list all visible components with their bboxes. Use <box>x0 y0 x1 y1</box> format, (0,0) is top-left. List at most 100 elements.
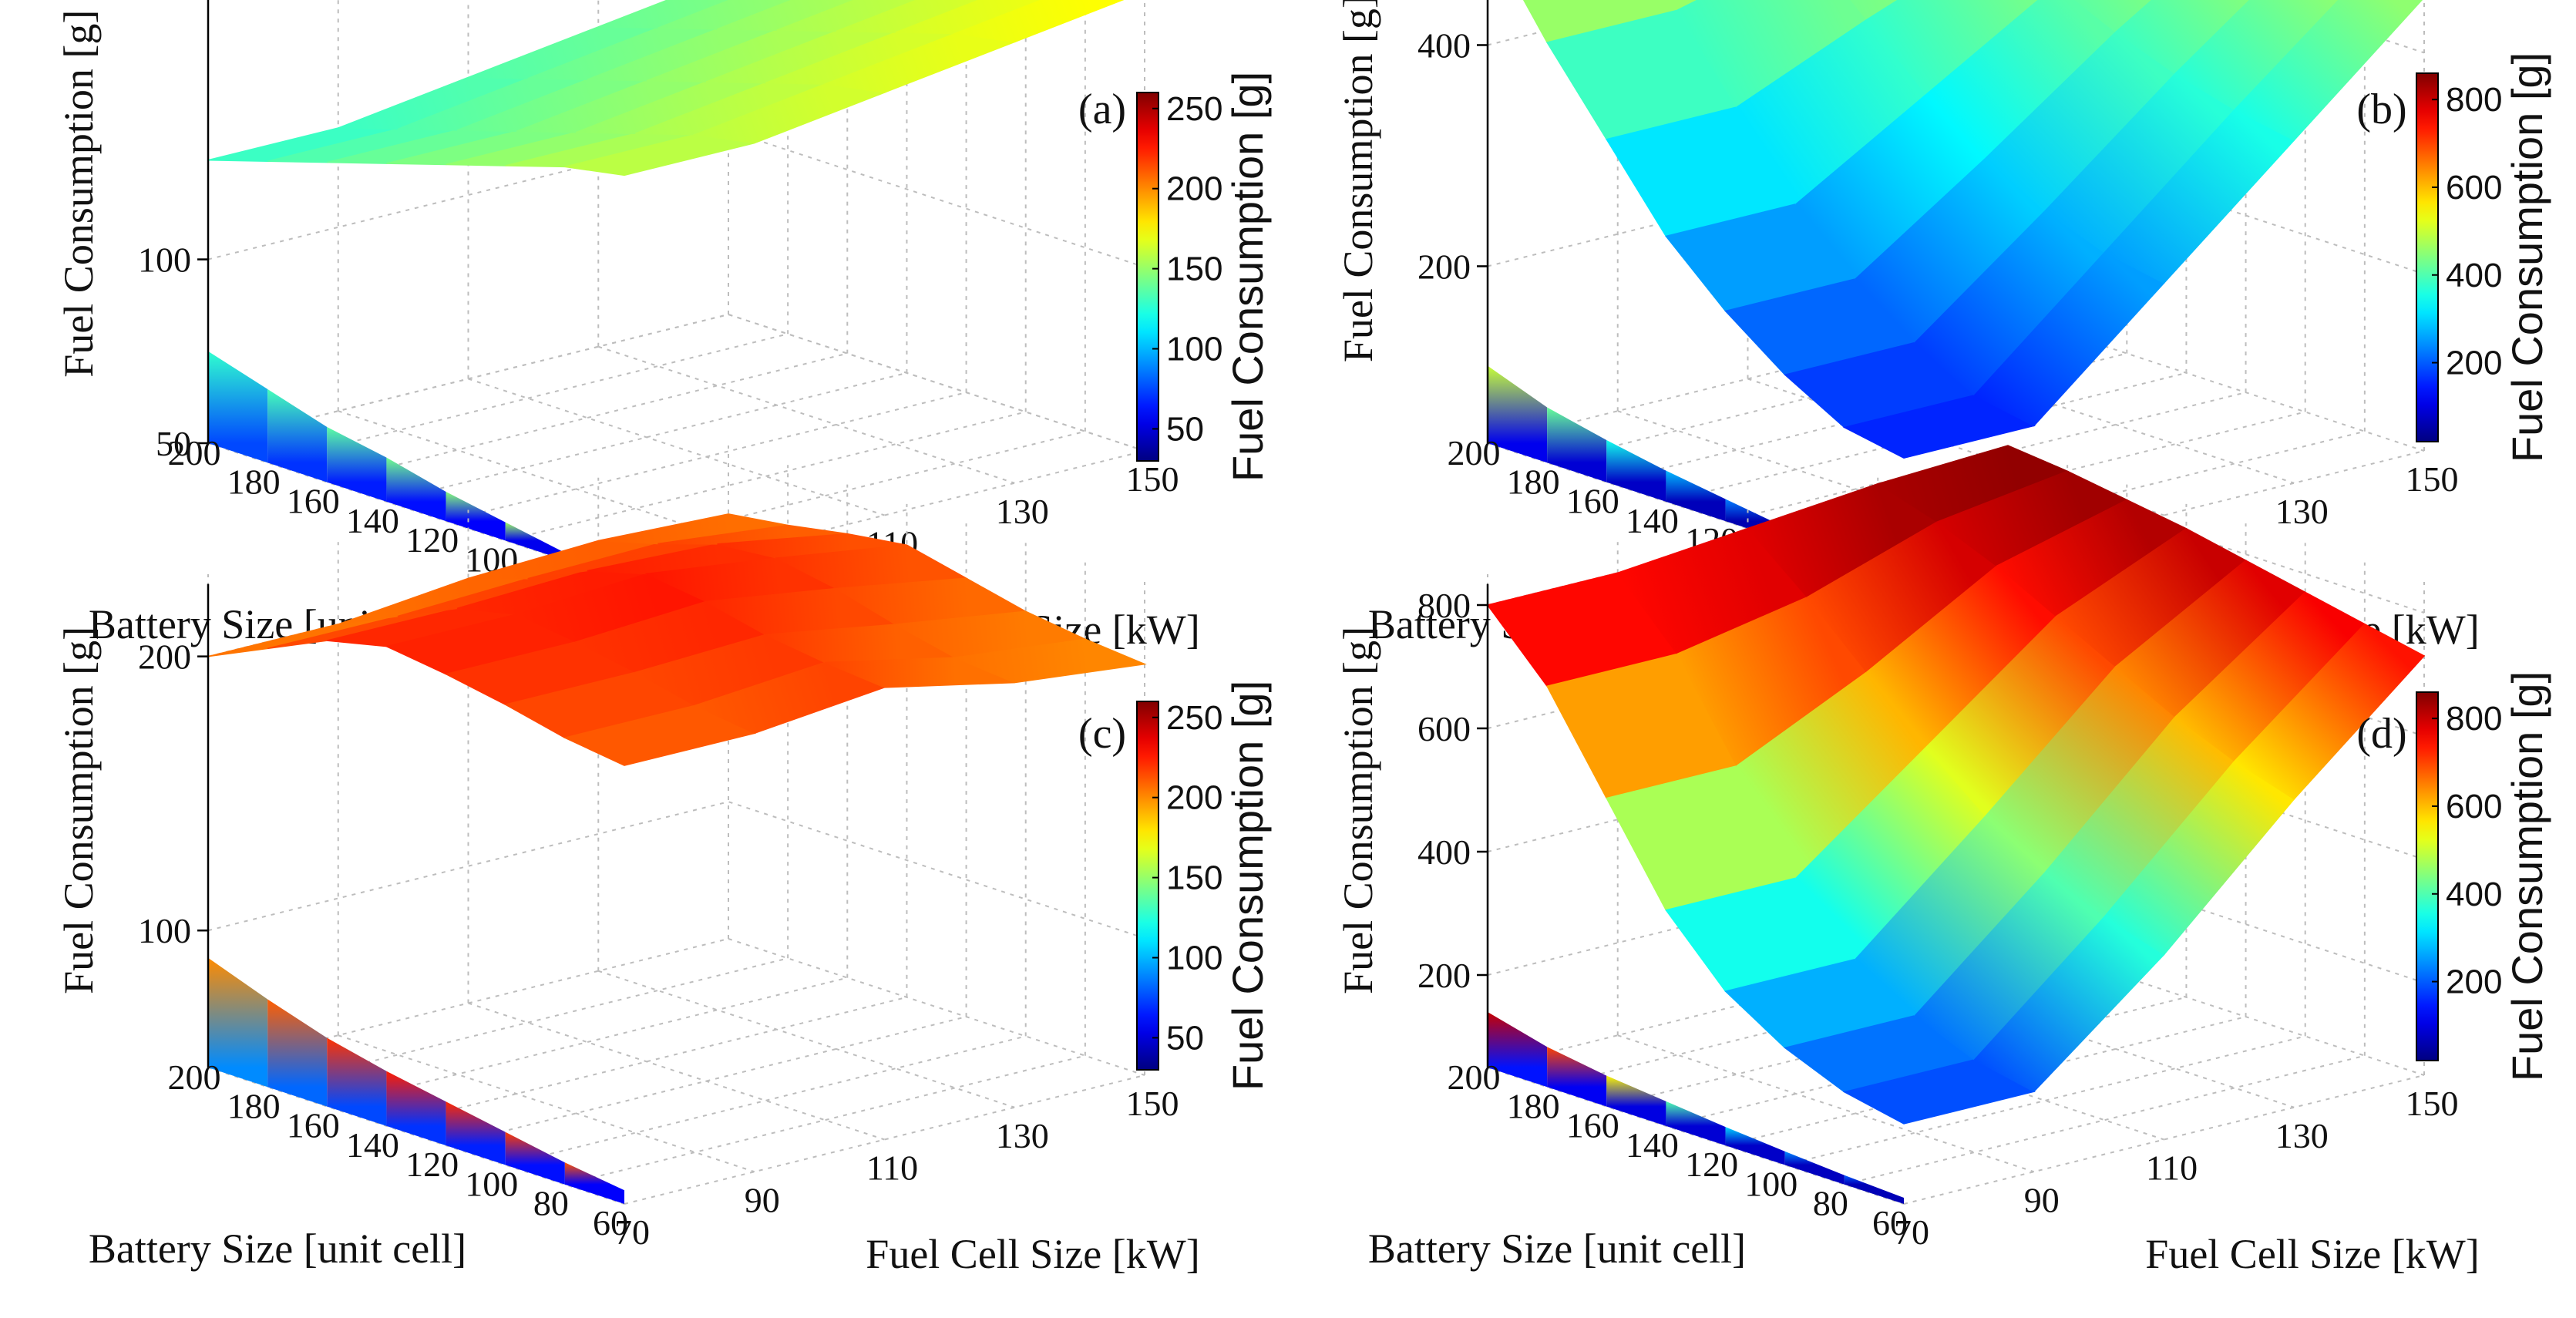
grid-line <box>386 372 907 503</box>
y-tick-label: 90 <box>2024 1180 2060 1219</box>
surface-patch <box>2233 0 2423 141</box>
x-tick-label: 140 <box>1626 1125 1679 1165</box>
colorbar-gradient <box>2416 72 2439 442</box>
y-tick-label: 70 <box>614 1212 650 1252</box>
x-axis-label: Battery Size [unit cell] <box>1368 1226 1746 1272</box>
colorbar-label: Fuel Consumption [g] <box>1223 681 1272 1091</box>
surface-patch <box>1865 0 2040 96</box>
surface <box>1488 0 2423 580</box>
surface-curtain-patch <box>386 1071 446 1146</box>
surface-curtain-patch <box>327 427 387 502</box>
colorbar-tick-label: 200 <box>2446 345 2502 382</box>
grid-line <box>446 1016 967 1147</box>
colorbar-tick-label: 250 <box>1166 699 1222 737</box>
grid-line <box>597 345 1015 484</box>
surface-patch <box>1670 0 1700 12</box>
y-tick-label: 90 <box>745 1180 780 1219</box>
colorbar: 50 100 150 200 250 Fuel Consumption [g] <box>1136 72 1272 482</box>
grid-line <box>446 392 967 523</box>
surface-curtain-patch <box>505 1131 565 1185</box>
z-axis-label: Fuel Consumption [g] <box>55 627 102 994</box>
z-axis-label: Fuel Consumption [g] <box>1335 627 1381 994</box>
surface-curtain-patch <box>208 351 268 463</box>
x-tick-label: 180 <box>227 1086 281 1125</box>
colorbar-label: Fuel Consumption [g] <box>2503 52 2551 462</box>
grid-line <box>468 1002 885 1141</box>
grid-line <box>207 314 729 444</box>
x-tick-label: 180 <box>1507 1086 1560 1125</box>
colorbar-tick-label: 200 <box>2446 963 2502 1001</box>
y-tick-label: 130 <box>996 1116 1049 1155</box>
colorbar-tick-label: 800 <box>2446 81 2502 119</box>
y-tick-label: 150 <box>1126 459 1179 499</box>
panel-label: (d) <box>2356 710 2406 758</box>
x-tick-label: 100 <box>465 1164 518 1203</box>
x-tick-label: 160 <box>1566 482 1619 521</box>
surface-patch <box>2114 0 2251 75</box>
surface-curtain-patch <box>1666 470 1726 522</box>
z-axis-label: Fuel Consumption [g] <box>1335 0 1381 362</box>
surface-patch <box>953 0 1125 43</box>
surface-patch <box>657 0 794 30</box>
surface-curtain-patch <box>564 1162 624 1204</box>
grid-line <box>728 314 1145 452</box>
z-tick-label: 200 <box>138 637 191 677</box>
grid-line <box>1487 845 2425 983</box>
x-axis-label: Battery Size [unit cell] <box>89 1226 466 1272</box>
grid-line <box>564 1054 1086 1185</box>
colorbar-tick-label: 100 <box>1166 331 1222 368</box>
y-tick-label: 130 <box>2275 1116 2329 1155</box>
colorbar-gradient <box>1136 701 1159 1071</box>
x-tick-label: 80 <box>533 1184 569 1223</box>
x-tick-label: 140 <box>346 1125 399 1165</box>
x-tick-label: 60 <box>593 1203 628 1242</box>
y-tick-label: 130 <box>2275 492 2329 531</box>
colorbar: 200 400 600 800 Fuel Consumption [g] <box>2416 671 2551 1081</box>
surface-curtain-patch <box>267 388 328 482</box>
y-tick-label: 150 <box>1126 1084 1179 1123</box>
surface-curtain-patch <box>1784 1151 1845 1185</box>
surface-curtain-patch <box>505 522 565 560</box>
colorbar-tick-label: 50 <box>1166 410 1204 448</box>
grid-line <box>624 450 1145 580</box>
grid-line <box>1784 411 2305 542</box>
grid-line <box>505 411 1026 542</box>
surface-patch <box>2074 0 2153 33</box>
grid-line <box>505 1035 1026 1166</box>
colorbar-tick-label: 150 <box>1166 859 1222 897</box>
x-tick-label: 180 <box>227 462 281 501</box>
x-tick-label: 200 <box>1448 433 1501 472</box>
grid-line <box>624 1074 1145 1205</box>
grid-line <box>207 801 1145 940</box>
surface-curtain-patch <box>1488 1012 1548 1088</box>
surface-curtain-patch <box>1547 1047 1607 1107</box>
y-axis-label: Fuel Cell Size [kW] <box>866 1231 1199 1277</box>
z-tick-label: 800 <box>1417 586 1471 625</box>
z-tick-label: 200 <box>1417 247 1471 286</box>
colorbar-tick-label: 400 <box>2446 876 2502 913</box>
colorbar-label: Fuel Consumption [g] <box>2503 671 2551 1081</box>
surface-curtain-patch <box>327 1037 387 1126</box>
y-tick-label: 110 <box>866 1148 918 1188</box>
x-tick-label: 180 <box>1507 462 1560 501</box>
y-tick-label: 150 <box>2406 1084 2459 1123</box>
grid-line <box>267 333 789 464</box>
x-tick-label: 120 <box>405 1145 459 1184</box>
surface-curtain-patch <box>1844 1175 1904 1204</box>
grid-line <box>564 430 1086 561</box>
colorbar-tick-label: 600 <box>2446 788 2502 825</box>
colorbar-gradient <box>1136 92 1159 462</box>
x-tick-label: 200 <box>168 433 221 472</box>
y-tick-label: 70 <box>1894 1212 1929 1252</box>
x-tick-label: 120 <box>1685 1145 1738 1184</box>
surface-patch <box>717 0 856 31</box>
x-tick-label: 160 <box>287 482 340 521</box>
x-tick-label: 60 <box>1872 1203 1908 1242</box>
colorbar: 200 400 600 800 Fuel Consumption [g] <box>2416 52 2551 462</box>
z-tick-label: 400 <box>1417 25 1471 65</box>
colorbar-tick-label: 800 <box>2446 700 2502 738</box>
z-tick-label: 50 <box>156 424 191 463</box>
grid-line <box>1844 1054 2366 1185</box>
